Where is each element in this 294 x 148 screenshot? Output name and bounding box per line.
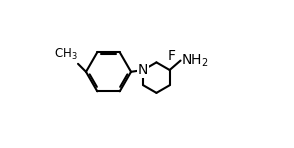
Text: NH$_2$: NH$_2$ xyxy=(181,52,209,69)
Text: F: F xyxy=(168,49,176,63)
Text: N: N xyxy=(138,63,148,77)
Text: CH$_3$: CH$_3$ xyxy=(54,47,77,62)
